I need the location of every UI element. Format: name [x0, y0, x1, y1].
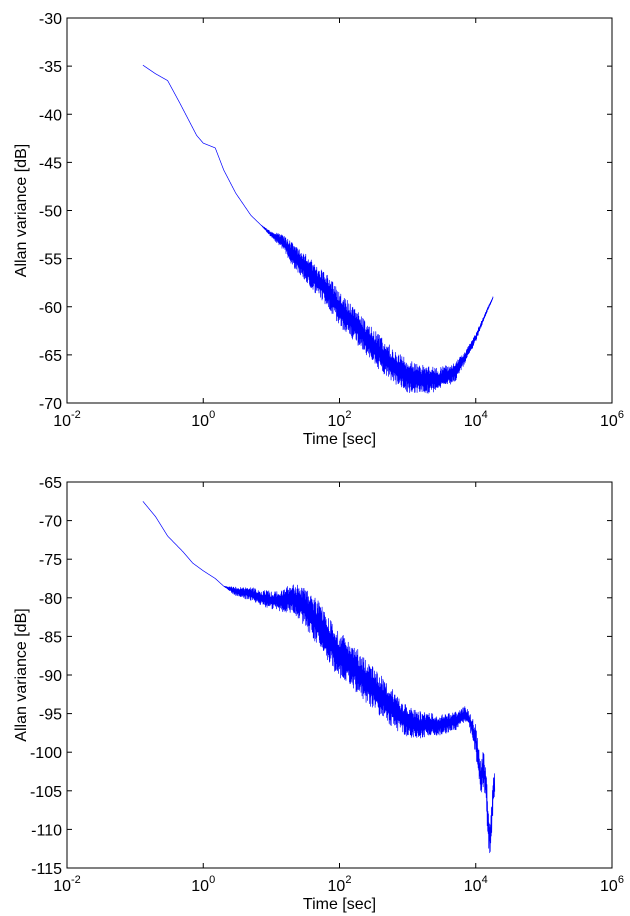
axes-box — [66, 481, 613, 869]
y-tick-label: -55 — [39, 252, 62, 269]
x-tick-base: 10 — [328, 413, 346, 430]
x-tick-base: 10 — [328, 878, 346, 895]
x-tick-label: 106 — [600, 874, 624, 895]
x-tick-exponent: -2 — [71, 874, 81, 886]
y-tick-label: -90 — [39, 668, 62, 685]
x-tick-label: 10-2 — [53, 409, 81, 430]
y-tick-label: -45 — [39, 155, 62, 172]
y-tick-label: -50 — [39, 204, 62, 221]
x-tick-label: 104 — [464, 409, 488, 430]
y-tick-label: -95 — [39, 707, 62, 724]
y-tick-label: -40 — [39, 107, 62, 124]
y-tick-label: -105 — [30, 784, 62, 801]
x-tick-exponent: 6 — [618, 409, 624, 421]
x-tick-label: 102 — [328, 409, 352, 430]
y-tick-label: -70 — [39, 514, 62, 531]
x-tick-exponent: 0 — [209, 409, 215, 421]
x-tick-exponent: 2 — [345, 409, 351, 421]
x-tick-base: 10 — [600, 413, 618, 430]
x-axis-label: Time [sec] — [303, 896, 376, 913]
chart-bottom: -65-70-75-80-85-90-95-100-105-110-11510-… — [13, 475, 624, 913]
series-line — [142, 64, 494, 394]
y-tick-label: -75 — [39, 552, 62, 569]
y-tick-label: -65 — [39, 348, 62, 365]
y-tick-label: -70 — [39, 396, 62, 413]
x-tick-base: 10 — [464, 413, 482, 430]
y-tick-label: -60 — [39, 300, 62, 317]
x-tick-exponent: 6 — [618, 874, 624, 886]
y-axis-label: Allan variance [dB] — [13, 608, 30, 741]
x-tick-base: 10 — [191, 878, 209, 895]
x-tick-exponent: 0 — [209, 874, 215, 886]
y-tick-label: -80 — [39, 591, 62, 608]
y-tick-label: -110 — [31, 822, 62, 839]
y-axis-label: Allan variance [dB] — [13, 144, 30, 277]
x-tick-label: 100 — [191, 874, 215, 895]
axes-box — [66, 17, 613, 404]
x-axis-label: Time [sec] — [303, 431, 376, 448]
x-tick-exponent: 2 — [345, 874, 351, 886]
x-tick-label: 104 — [464, 874, 488, 895]
y-tick-label: -35 — [39, 59, 62, 76]
x-tick-exponent: 4 — [482, 409, 488, 421]
y-tick-label: -115 — [31, 861, 62, 878]
y-tick-label: -100 — [30, 745, 62, 762]
series-line — [142, 501, 496, 854]
x-tick-base: 10 — [191, 413, 209, 430]
x-tick-label: 10-2 — [53, 874, 81, 895]
x-tick-base: 10 — [53, 878, 71, 895]
x-tick-base: 10 — [53, 413, 71, 430]
x-tick-exponent: 4 — [482, 874, 488, 886]
x-tick-label: 100 — [191, 409, 215, 430]
x-tick-label: 106 — [600, 409, 624, 430]
y-tick-label: -65 — [39, 475, 62, 492]
x-tick-exponent: -2 — [71, 409, 81, 421]
y-tick-label: -85 — [39, 629, 62, 646]
y-tick-label: -30 — [39, 11, 62, 28]
x-tick-label: 102 — [328, 874, 352, 895]
x-tick-base: 10 — [464, 878, 482, 895]
x-tick-base: 10 — [600, 878, 618, 895]
